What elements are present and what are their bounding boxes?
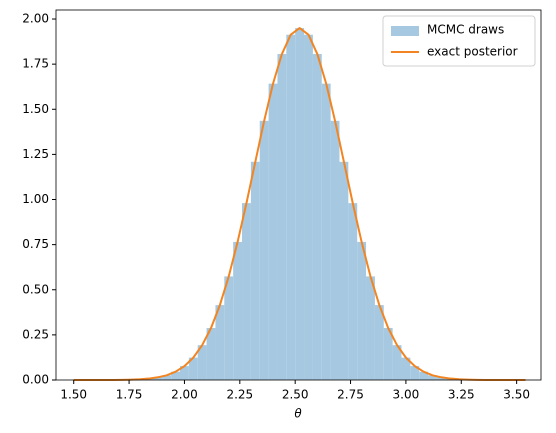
histogram-bar	[286, 34, 296, 380]
x-axis-label: θ	[294, 407, 302, 421]
y-tick-label: 1.00	[22, 192, 49, 206]
histogram-bar	[312, 54, 322, 380]
histogram-bar	[419, 371, 429, 380]
posterior-line	[73, 27, 526, 381]
histogram-bar	[304, 34, 313, 380]
x-tick-label: 2.75	[337, 388, 364, 402]
histogram-bar	[401, 357, 411, 380]
x-tick-label: 3.00	[393, 388, 420, 402]
y-tick-label: 1.75	[22, 57, 49, 71]
histogram-bar	[277, 54, 287, 380]
histogram-bar	[259, 120, 269, 380]
x-tick-label: 1.75	[116, 388, 143, 402]
plot-frame	[55, 9, 542, 381]
histogram-bar	[162, 375, 172, 380]
y-tick-label: 0.75	[22, 237, 49, 251]
y-tick-label: 1.50	[22, 102, 49, 116]
legend-label: exact posterior	[427, 45, 518, 59]
histogram-bar	[153, 377, 163, 380]
histogram-bar	[295, 28, 305, 381]
histogram-bar	[374, 305, 384, 380]
x-tick-label: 2.00	[171, 388, 198, 402]
histogram-bar	[268, 83, 278, 380]
legend-box	[382, 15, 536, 67]
histogram-bar	[250, 161, 260, 380]
histogram-bar	[206, 328, 216, 380]
histogram-bar	[215, 305, 225, 380]
histogram-bar	[339, 161, 349, 380]
legend-label: MCMC draws	[427, 23, 504, 37]
histogram-bar	[180, 366, 189, 380]
histogram-bar	[436, 377, 446, 380]
histogram-bar	[348, 203, 358, 380]
histogram-bar	[428, 375, 437, 380]
y-tick-label: 1.25	[22, 147, 49, 161]
x-tick-label: 3.25	[448, 388, 475, 402]
histogram-bar	[242, 203, 251, 380]
histogram-bar	[233, 241, 243, 380]
histogram-bar	[392, 345, 402, 380]
histogram-bar	[357, 241, 367, 380]
legend-swatch	[391, 26, 419, 36]
x-tick-label: 2.50	[282, 388, 309, 402]
histogram-bar	[224, 276, 234, 380]
histogram-bar	[188, 357, 198, 380]
histogram-bar	[330, 120, 340, 380]
histogram-bar	[383, 328, 393, 380]
histogram-bar	[410, 366, 420, 380]
histogram-bar	[197, 345, 207, 380]
y-tick-label: 0.25	[22, 327, 49, 341]
histogram-bar	[171, 371, 181, 380]
y-tick-label: 0.50	[22, 282, 49, 296]
histogram-bar	[321, 83, 331, 380]
y-tick-label: 2.00	[22, 12, 49, 26]
x-tick-label: 3.50	[503, 388, 530, 402]
x-tick-label: 1.50	[60, 388, 87, 402]
histogram-bar	[366, 276, 375, 380]
y-tick-label: 0.00	[22, 373, 49, 387]
x-tick-label: 2.25	[226, 388, 253, 402]
